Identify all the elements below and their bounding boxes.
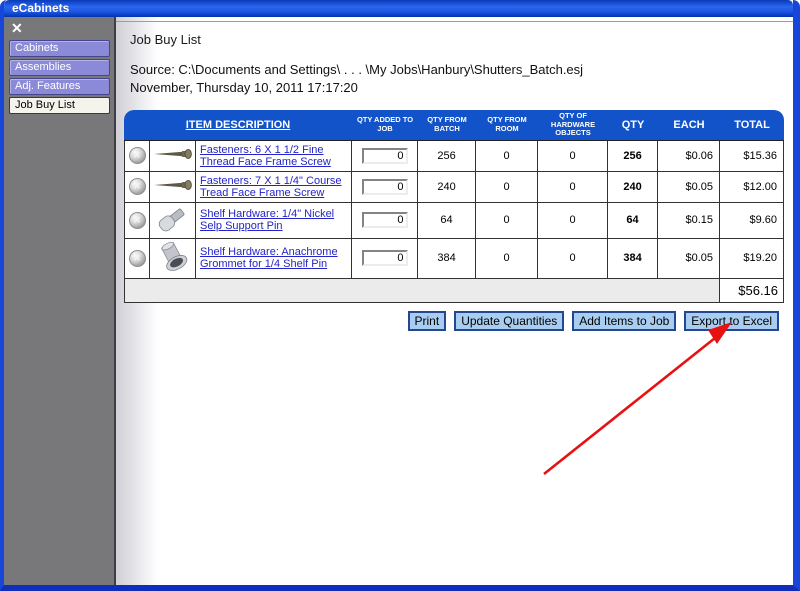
qty-hardware-objects-cell: 0 — [538, 171, 609, 203]
total-cell: $19.20 — [720, 238, 785, 279]
source-date: November, Thursday 10, 2011 17:17:20 — [130, 80, 358, 95]
delete-icon[interactable]: ✕ — [128, 211, 146, 229]
close-icon[interactable]: ✕ — [11, 20, 23, 36]
sidebar-item-label: Assemblies — [15, 61, 72, 73]
header-qty-hardware-objects: QTY OF HARDWARE OBJECTS — [538, 110, 609, 141]
qty-hardware-objects-cell: 0 — [538, 238, 609, 279]
qty-added-input[interactable] — [361, 212, 408, 228]
qty-cell: 384 — [608, 238, 659, 279]
qty-added-input[interactable] — [361, 250, 408, 266]
qty-from-room-cell: 0 — [476, 238, 539, 279]
qty-from-room-cell: 0 — [476, 202, 539, 239]
qty-from-batch-cell: 384 — [418, 238, 477, 279]
qty-hardware-objects-cell: 0 — [538, 140, 609, 172]
header-total: TOTAL — [720, 110, 785, 141]
export-to-excel-button[interactable]: Export to Excel — [684, 310, 779, 331]
window-title: eCabinets — [12, 1, 70, 15]
buy-list-table-body: ✕ Fasteners: 6 X 1 1/2 Fine Thread Face … — [124, 140, 785, 279]
screw-image — [152, 180, 194, 195]
qty-from-batch-cell: 240 — [418, 171, 477, 203]
sidebar-item-adj-features[interactable]: Adj. Features — [9, 78, 110, 95]
total-cell: $9.60 — [720, 202, 785, 239]
sidebar-item-label: Cabinets — [15, 42, 59, 54]
add-items-to-job-button[interactable]: Add Items to Job — [572, 310, 677, 331]
action-button-row: Print Update Quantities Add Items to Job… — [116, 310, 779, 331]
header-qty-from-room: QTY FROM ROOM — [476, 110, 539, 141]
shelf-pin-image — [157, 208, 189, 236]
main-area: ✕ Cabinets Assemblies Adj. Features Job … — [4, 17, 793, 585]
content-panel: Job Buy List Source: C:\Documents and Se… — [116, 17, 793, 585]
item-description-link[interactable]: Fasteners: 6 X 1 1/2 Fine Thread Face Fr… — [200, 143, 331, 168]
print-button[interactable]: Print — [407, 310, 447, 331]
qty-added-input[interactable] — [361, 147, 408, 164]
source-path: Source: C:\Documents and Settings\ . . .… — [130, 62, 584, 77]
qty-cell: 240 — [608, 171, 659, 203]
table-row: ✕ Fasteners: 6 X 1 1/2 Fine Thread Face … — [124, 140, 785, 172]
each-cell: $0.15 — [658, 202, 721, 239]
header-qty-added-to-job: QTY ADDED TO JOB — [352, 110, 419, 141]
sidebar-item-cabinets[interactable]: Cabinets — [9, 40, 110, 57]
each-cell: $0.05 — [658, 238, 721, 279]
item-description-link[interactable]: Shelf Hardware: 1/4" Nickel Selp Support… — [200, 208, 335, 232]
table-header: ITEM DESCRIPTION QTY ADDED TO JOB QTY FR… — [124, 110, 785, 141]
sidebar-item-label: Adj. Features — [15, 80, 81, 92]
each-cell: $0.06 — [658, 140, 721, 172]
sidebar-items: Cabinets Assemblies Adj. Features Job Bu… — [9, 40, 114, 114]
header-qty-from-batch: QTY FROM BATCH — [418, 110, 477, 141]
source-block: Source: C:\Documents and Settings\ . . .… — [130, 61, 793, 97]
total-cell: $12.00 — [720, 171, 785, 203]
qty-from-batch-cell: 64 — [418, 202, 477, 239]
table-row: ✕ Shelf Hardware: 1/4" Nickel Selp Suppo… — [124, 202, 785, 239]
sidebar-item-label: Job Buy List — [15, 99, 75, 111]
delete-icon[interactable]: ✕ — [128, 147, 146, 164]
qty-from-room-cell: 0 — [476, 140, 539, 172]
qty-cell: 256 — [608, 140, 659, 172]
titlebar: eCabinets — [4, 0, 793, 17]
qty-added-input[interactable] — [361, 178, 408, 195]
page-title: Job Buy List — [130, 32, 201, 47]
qty-hardware-objects-cell: 0 — [538, 202, 609, 239]
buy-list-table: ITEM DESCRIPTION QTY ADDED TO JOB QTY FR… — [124, 110, 785, 303]
delete-icon[interactable]: ✕ — [128, 249, 146, 267]
update-quantities-button[interactable]: Update Quantities — [454, 310, 565, 331]
divider — [116, 21, 793, 22]
grand-total: $56.16 — [720, 278, 785, 303]
sidebar-item-assemblies[interactable]: Assemblies — [9, 59, 110, 76]
table-footer: $56.16 — [124, 278, 785, 303]
qty-from-room-cell: 0 — [476, 171, 539, 203]
qty-cell: 64 — [608, 202, 659, 239]
grommet-image — [156, 241, 190, 276]
item-description-link[interactable]: Fasteners: 7 X 1 1/4" Course Tread Face … — [200, 174, 342, 199]
header-each: EACH — [658, 110, 721, 141]
sidebar-item-job-buy-list[interactable]: Job Buy List — [9, 97, 110, 114]
table-row: ✕ Fasteners: 7 X 1 1/4" Course Tread Fac… — [124, 171, 785, 203]
screw-image — [152, 149, 194, 164]
header-qty: QTY — [608, 110, 659, 141]
sidebar: ✕ Cabinets Assemblies Adj. Features Job … — [4, 17, 116, 585]
each-cell: $0.05 — [658, 171, 721, 203]
total-row-spacer — [124, 278, 721, 303]
header-item-description[interactable]: ITEM DESCRIPTION — [124, 110, 353, 141]
table-row: ✕ Shelf Hardware: Anachrome Grommet for … — [124, 238, 785, 279]
total-cell: $15.36 — [720, 140, 785, 172]
delete-icon[interactable]: ✕ — [128, 178, 146, 195]
item-description-link[interactable]: Shelf Hardware: Anachrome Grommet for 1/… — [200, 246, 338, 270]
qty-from-batch-cell: 256 — [418, 140, 477, 172]
